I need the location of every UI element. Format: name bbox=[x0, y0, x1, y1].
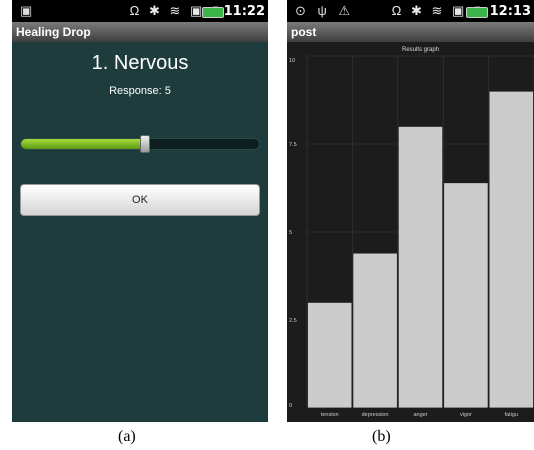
y-tick-label: 10 bbox=[289, 58, 295, 64]
status-icons: Ω ✱ ≋ ▣ ▮ bbox=[129, 3, 222, 18]
app-title: post bbox=[287, 22, 534, 42]
y-tick-label: 2.5 bbox=[289, 318, 297, 324]
bar bbox=[443, 182, 489, 409]
phone-screen-b: ⊙ ψ ⚠ Ω ✱ ≋ ▣ ▮ 12:13 post Results graph… bbox=[287, 0, 534, 422]
caption-a: (a) bbox=[118, 428, 136, 445]
ok-button[interactable]: OK bbox=[20, 184, 260, 216]
question-title: 1. Nervous bbox=[91, 52, 189, 74]
phone-screen-a: ▣ Ω ✱ ≋ ▣ ▮ 11:22 Healing Drop 1. Nervou… bbox=[12, 0, 268, 422]
status-clock: 12:13 bbox=[489, 4, 531, 19]
caption-b: (b) bbox=[372, 428, 391, 445]
y-tick-label: 7.5 bbox=[289, 142, 297, 148]
notification-icons: ⊙ ψ ⚠ bbox=[295, 3, 355, 18]
bar bbox=[397, 126, 444, 409]
x-tick-label: vigor bbox=[460, 412, 472, 418]
slider-fill bbox=[21, 139, 146, 149]
results-chart: Results graph 0 2.5 5 7.5 10 tension depression… bbox=[289, 47, 534, 418]
response-text: Response: 5 bbox=[109, 85, 171, 97]
sim-icon: ▣ bbox=[20, 3, 37, 18]
x-tick-label: tension bbox=[321, 412, 339, 418]
slider-thumb[interactable] bbox=[139, 135, 150, 153]
y-tick-label: 5 bbox=[289, 230, 292, 236]
bar bbox=[352, 252, 398, 409]
app-title: Healing Drop bbox=[12, 22, 268, 42]
bar bbox=[488, 90, 534, 409]
status-clock: 11:22 bbox=[223, 4, 265, 19]
x-tick-label: depression bbox=[362, 412, 389, 418]
bar bbox=[307, 301, 353, 409]
status-bar: ▣ Ω ✱ ≋ ▣ ▮ 11:22 bbox=[12, 0, 268, 22]
status-icons: Ω ✱ ≋ ▣ ▮ bbox=[391, 3, 484, 18]
status-bar: ⊙ ψ ⚠ Ω ✱ ≋ ▣ ▮ 12:13 bbox=[287, 0, 534, 22]
chart-title: Results graph bbox=[402, 47, 439, 53]
battery-icon bbox=[466, 7, 488, 18]
x-tick-label: fatigu bbox=[505, 412, 518, 418]
x-tick-label: anger bbox=[413, 412, 427, 418]
y-tick-label: 0 bbox=[289, 403, 292, 409]
battery-icon bbox=[202, 7, 224, 18]
